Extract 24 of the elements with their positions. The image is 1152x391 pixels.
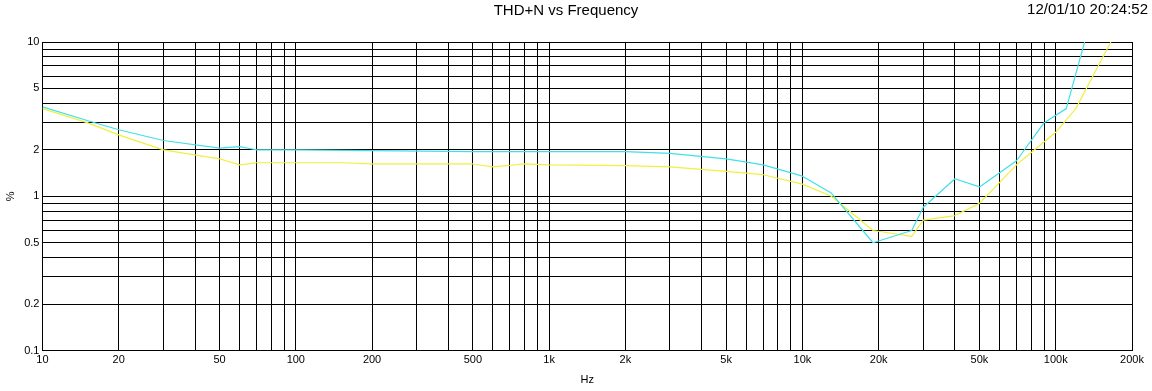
x-tick-label: 2k	[619, 353, 632, 366]
x-tick-label: 20	[112, 353, 125, 366]
x-tick-label: 1k	[543, 353, 556, 366]
y-tick-label: 5	[33, 81, 40, 94]
y-tick-label: 1	[33, 189, 40, 202]
x-tick-label: 50k	[970, 353, 989, 366]
x-tick-label: 5k	[720, 353, 733, 366]
y-axis-title: %	[3, 191, 16, 202]
chart-title: THD+N vs Frequency	[493, 1, 639, 19]
x-tick-label: 20k	[869, 353, 889, 366]
x-axis-title: Hz	[580, 373, 594, 386]
x-tick-label: 200k	[1120, 353, 1145, 366]
x-tick-label: 200	[362, 353, 382, 366]
text: 12/01/10 20:24:52	[1027, 0, 1148, 17]
y-tick-label: 2	[33, 142, 40, 155]
y-tick-label: 10	[27, 35, 40, 48]
y-tick-label: 0.1	[24, 343, 40, 356]
x-tick-label: 50	[213, 353, 226, 366]
x-tick-label: 500	[463, 353, 483, 366]
y-tick-label: 0.5	[24, 235, 40, 248]
x-tick-label: 100k	[1043, 353, 1069, 366]
x-tick-label: 10k	[793, 353, 812, 366]
x-tick-label: 100	[286, 353, 305, 366]
y-tick-label: 0.2	[24, 297, 40, 310]
